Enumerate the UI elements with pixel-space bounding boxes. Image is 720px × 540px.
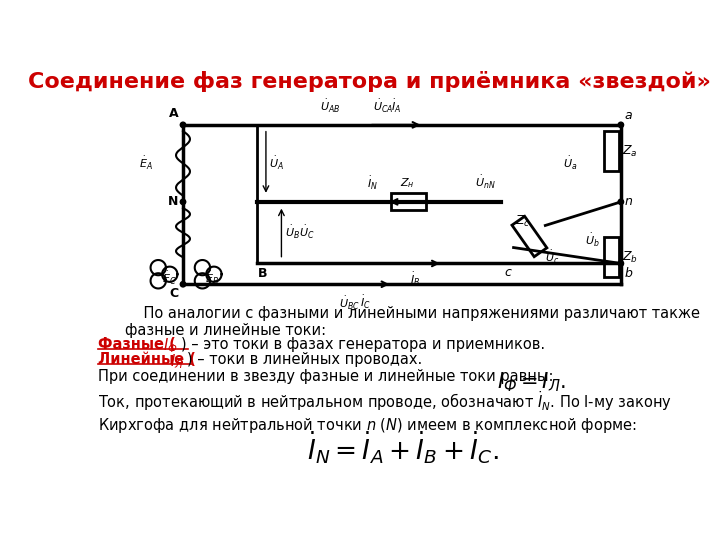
Bar (391, 193, 426, 210)
Text: C: C (169, 287, 179, 300)
Text: $\dot{U}_B$: $\dot{U}_B$ (284, 224, 300, 241)
Text: B: B (258, 267, 268, 280)
Text: По аналогии с фазными и линейными напряжениями различают также
фазные и линейные: По аналогии с фазными и линейными напряж… (125, 306, 700, 338)
Text: Ток, протекающий в нейтральном проводе, обозначают $\dot{I}_N$. По I-му закону
К: Ток, протекающий в нейтральном проводе, … (98, 389, 672, 435)
Text: A: A (168, 107, 179, 120)
Circle shape (180, 281, 186, 287)
Text: $\dot{U}_{CA}$: $\dot{U}_{CA}$ (373, 98, 393, 115)
Text: $\dot{E}_A$: $\dot{E}_A$ (139, 155, 153, 172)
Text: $\dot{U}_{nN}$: $\dot{U}_{nN}$ (475, 174, 495, 191)
Circle shape (180, 122, 186, 127)
Text: $\dot{I}_B$: $\dot{I}_B$ (410, 271, 420, 288)
Circle shape (618, 122, 624, 127)
Bar (604, 131, 619, 171)
Text: $\dot{U}_A$: $\dot{U}_A$ (269, 155, 284, 172)
Text: $\mathit{I}_{Л}$: $\mathit{I}_{Л}$ (170, 352, 184, 370)
Text: $\dot{U}_{AB}$: $\dot{U}_{AB}$ (320, 98, 341, 115)
Circle shape (618, 261, 624, 266)
Text: Соединение фаз генератора и приёмника «звездой»: Соединение фаз генератора и приёмника «з… (27, 71, 711, 92)
Text: $\dot{E}_C$: $\dot{E}_C$ (162, 271, 176, 287)
Text: $\dot{U}_c$: $\dot{U}_c$ (546, 249, 560, 266)
Text: При соединении в звезду фазные и линейные токи равны:: При соединении в звезду фазные и линейны… (98, 369, 553, 384)
Text: Линейные (: Линейные ( (98, 352, 196, 367)
Text: n: n (625, 195, 633, 208)
Circle shape (180, 199, 186, 205)
Text: c: c (505, 266, 511, 279)
Text: $\dot{I}_N$: $\dot{I}_N$ (367, 175, 379, 192)
Text: b: b (625, 267, 633, 280)
Text: $Z_a$: $Z_a$ (622, 144, 638, 159)
Text: $\dot{E}_B$: $\dot{E}_B$ (205, 271, 220, 287)
Text: $I_{Ф}=I_{Л}.$: $I_{Ф}=I_{Л}.$ (497, 370, 566, 394)
Circle shape (618, 199, 624, 205)
Text: N: N (168, 195, 179, 208)
Text: $Z_{н}$: $Z_{н}$ (400, 176, 415, 190)
Text: $\dot{I}_A$: $\dot{I}_A$ (391, 98, 401, 115)
Text: $\dot{U}_a$: $\dot{U}_a$ (563, 155, 577, 172)
Text: $\dot{U}_{BC}$: $\dot{U}_{BC}$ (339, 295, 360, 312)
Text: $\dot{I}_N=\dot{I}_A+\dot{I}_B+\dot{I}_C.$: $\dot{I}_N=\dot{I}_A+\dot{I}_B+\dot{I}_C… (307, 429, 499, 466)
Text: $\mathit{I}_{Ф}$: $\mathit{I}_{Ф}$ (163, 336, 177, 355)
Text: ) – токи в линейных проводах.: ) – токи в линейных проводах. (187, 352, 422, 367)
Text: $Z_b$: $Z_b$ (622, 249, 639, 265)
Text: a: a (625, 109, 632, 122)
Text: ) – это токи в фазах генератора и приемников.: ) – это токи в фазах генератора и приемн… (181, 336, 546, 352)
Text: $\dot{I}_C$: $\dot{I}_C$ (360, 294, 371, 310)
Text: $\dot{U}_b$: $\dot{U}_b$ (585, 232, 600, 249)
Text: $\dot{U}_C$: $\dot{U}_C$ (300, 224, 315, 241)
Text: Фазные (: Фазные ( (98, 336, 176, 352)
Bar (604, 237, 619, 278)
Text: $Z_c$: $Z_c$ (516, 213, 531, 228)
